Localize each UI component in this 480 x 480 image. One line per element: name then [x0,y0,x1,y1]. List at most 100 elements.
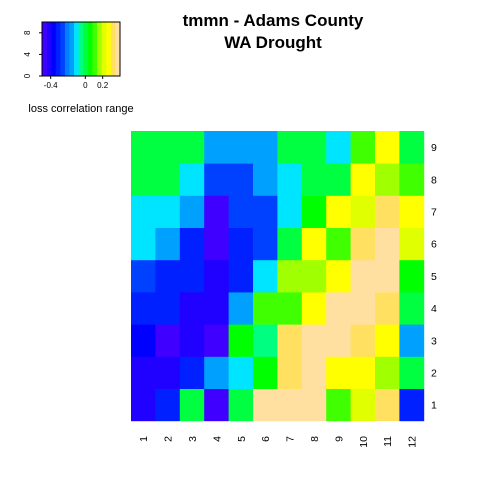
heatmap-cell-y3-x3 [179,324,205,357]
heatmap-cell-y5-x10 [350,259,376,293]
heatmap-cell-y5-x6 [253,259,278,293]
heatmap-cell-y5-x8 [301,259,327,293]
heatmap-cell-y2-x5 [228,356,254,389]
heatmap-cell-y6-x11 [375,227,400,261]
y-tick-label-5: 5 [431,271,437,283]
heatmap-cell-y8-x7 [277,163,303,196]
heatmap-cell-y9-x8 [301,131,327,164]
heatmap-cell-y3-x1 [131,324,156,357]
heatmap-cell-y6-x6 [253,227,278,261]
heatmap-cell-y7-x9 [326,195,351,228]
heatmap-cell-y9-x5 [228,131,254,164]
x-tick-label-8: 8 [309,436,321,442]
heatmap-cell-y6-x3 [179,227,205,261]
heatmap-cell-y8-x5 [228,163,254,196]
chart-title: tmmn - Adams County WA Drought [183,11,364,52]
heatmap-cell-y2-x1 [131,356,156,389]
heatmap-cell-y1-x2 [155,388,181,422]
heatmap-cell-y6-x4 [204,227,229,261]
x-tick-label-7: 7 [285,436,297,442]
heatmap-cell-y1-x8 [301,388,327,422]
x-tick-label-10: 10 [358,436,370,448]
heatmap-cell-y2-x6 [253,356,278,389]
heatmap-cell-y5-x12 [399,259,425,293]
heatmap-cell-y7-x11 [375,195,400,228]
legend-swatch [55,22,61,76]
heatmap-cell-y7-x6 [253,195,278,228]
heatmap-cell-y9-x12 [399,131,425,164]
legend-x-tick-label: -0.4 [44,81,58,90]
y-tick-label-1: 1 [431,400,437,412]
heatmap-cell-y8-x9 [326,163,351,196]
heatmap-cell-y3-x2 [155,324,181,357]
y-axis: 1 2 3 4 5 6 7 8 9 [431,142,437,412]
legend-swatch [78,22,84,76]
heatmap-cell-y1-x7 [277,388,303,422]
legend-swatch [92,22,98,76]
heatmap-cell-y3-x12 [399,324,425,357]
heatmap-cell-y6-x9 [326,227,351,261]
y-tick-label-2: 2 [431,368,437,380]
heatmap-cell-y7-x2 [155,195,181,228]
legend-swatch [115,22,121,76]
heatmap-cell-y6-x1 [131,227,156,261]
heatmap-cell-y9-x7 [277,131,303,164]
color-legend: -0.4 0 0.2 0 4 8 [23,21,121,90]
legend-swatch [101,22,107,76]
heatmap-cell-y1-x12 [399,388,425,422]
heatmap-cell-y9-x4 [204,131,229,164]
heatmap-cell-y8-x1 [131,163,156,196]
heatmap-cell-y9-x6 [253,131,278,164]
heatmap-cell-y5-x7 [277,259,303,293]
heatmap-cell-y4-x3 [179,292,205,325]
heatmap-cell-y8-x6 [253,163,278,196]
heatmap-cell-y9-x9 [326,131,351,164]
y-tick-label-7: 7 [431,207,437,219]
heatmap-cell-y2-x3 [179,356,205,389]
heatmap-cell-y3-x8 [301,324,327,357]
x-axis: 1 2 3 4 5 6 7 8 9 10 11 12 [138,436,418,448]
heatmap-cell-y1-x4 [204,388,229,422]
heatmap-cell-y7-x3 [179,195,205,228]
legend-y-tick-label: 8 [23,30,32,35]
heatmap-cell-y5-x4 [204,259,229,293]
heatmap-cell-y4-x1 [131,292,156,325]
title-line-2: WA Drought [224,33,322,52]
legend-swatch [83,22,89,76]
legend-swatch [110,22,116,76]
heatmap-cell-y4-x7 [277,292,303,325]
heatmap-cell-y1-x6 [253,388,278,422]
heatmap-cell-y9-x10 [350,131,376,164]
heatmap-cell-y4-x12 [399,292,425,325]
y-tick-label-8: 8 [431,174,437,186]
heatmap-cell-y9-x3 [179,131,205,164]
x-tick-label-6: 6 [260,436,272,442]
heatmap-cell-y2-x12 [399,356,425,389]
x-tick-label-4: 4 [211,436,223,442]
heatmap-cell-y4-x6 [253,292,278,325]
x-tick-label-9: 9 [333,436,345,442]
heatmap-cell-y4-x10 [350,292,376,325]
heatmap-cell-y6-x10 [350,227,376,261]
legend-x-tick-label: 0 [83,81,88,90]
legend-label: loss correlation range [28,103,133,115]
heatmap-cell-y5-x11 [375,259,400,293]
title-line-1: tmmn - Adams County [183,11,364,30]
x-tick-label-12: 12 [407,436,419,448]
legend-x-tick-label: 0.2 [97,81,109,90]
heatmap-cell-y6-x8 [301,227,327,261]
legend-swatch [87,22,93,76]
heatmap-cell-y5-x9 [326,259,351,293]
y-tick-label-9: 9 [431,142,437,154]
heatmap-cell-y9-x2 [155,131,181,164]
heatmap-cell-y4-x2 [155,292,181,325]
heatmap-cell-y2-x4 [204,356,229,389]
heatmap-cell-y4-x9 [326,292,351,325]
legend-y-tick-label: 4 [23,52,32,57]
legend-swatch [64,22,70,76]
heatmap-cell-y1-x3 [179,388,205,422]
x-tick-label-2: 2 [163,436,175,442]
heatmap-cell-y8-x11 [375,163,400,196]
heatmap-cell-y3-x10 [350,324,376,357]
